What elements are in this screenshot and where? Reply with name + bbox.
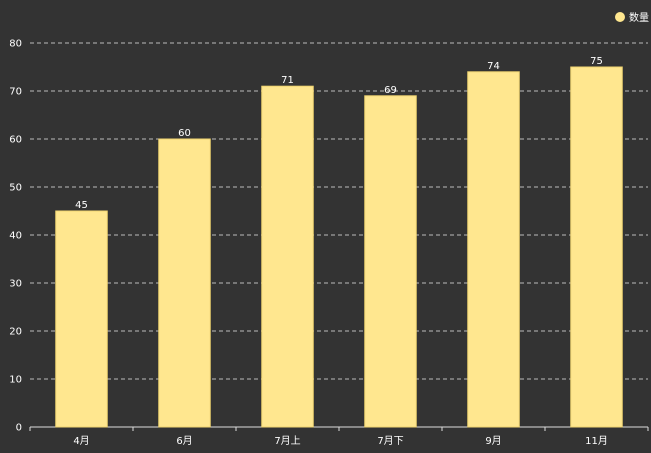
y-tick-label: 40 — [9, 231, 22, 242]
legend[interactable]: 数量 — [615, 9, 649, 24]
data-label: 45 — [75, 200, 88, 211]
y-tick-label: 70 — [9, 87, 22, 98]
bar — [364, 95, 417, 428]
bar — [570, 66, 623, 428]
y-tick-label: 10 — [9, 375, 22, 386]
y-tick-label: 80 — [9, 39, 22, 50]
bar — [261, 85, 314, 428]
data-label: 71 — [281, 75, 294, 86]
data-label: 75 — [590, 56, 603, 67]
x-tick-label: 11月 — [585, 435, 608, 447]
y-tick-label: 20 — [9, 327, 22, 338]
x-tick-label: 9月 — [485, 435, 501, 447]
bar — [55, 210, 108, 428]
bar — [158, 138, 211, 428]
y-tick-label: 30 — [9, 279, 22, 290]
bar — [467, 71, 520, 428]
x-tick-label: 6月 — [176, 435, 192, 447]
data-label: 69 — [384, 85, 397, 96]
legend-label: 数量 — [629, 13, 649, 24]
x-tick-label: 4月 — [73, 435, 89, 447]
data-label: 74 — [487, 61, 500, 72]
y-tick-label: 50 — [9, 183, 22, 194]
x-tick-label: 7月上 — [274, 435, 300, 447]
y-tick-label: 60 — [9, 135, 22, 146]
data-label: 60 — [178, 128, 191, 139]
x-tick-label: 7月下 — [377, 435, 403, 447]
y-tick-label: 0 — [16, 423, 22, 434]
legend-marker-icon — [615, 11, 625, 22]
